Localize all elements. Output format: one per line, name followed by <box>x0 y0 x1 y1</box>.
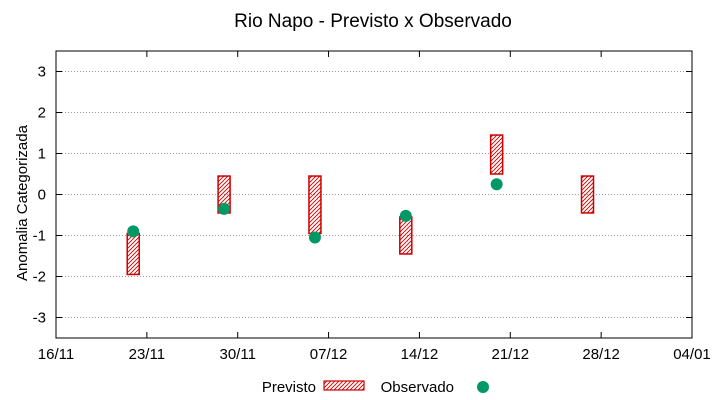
y-tick-label: -2 <box>33 269 46 286</box>
legend: Previsto Observado <box>262 379 489 396</box>
y-tick-label: 2 <box>38 105 46 122</box>
observed-point <box>490 178 503 191</box>
x-tick-label: 07/12 <box>310 346 348 363</box>
x-tick-label: 30/11 <box>219 346 255 363</box>
observed-point <box>399 209 412 222</box>
legend-swatch-previsto <box>323 380 365 391</box>
forecast-bar <box>580 175 595 214</box>
forecast-series <box>126 134 595 276</box>
x-tick-label: 28/12 <box>582 346 620 363</box>
x-tick-label: 14/12 <box>401 346 439 363</box>
x-tick-label: 21/12 <box>492 346 530 363</box>
y-tick-label: 3 <box>38 64 46 81</box>
x-tick-label: 23/11 <box>129 346 165 363</box>
y-tick-label: -1 <box>33 228 46 245</box>
legend-label-observado: Observado <box>381 379 454 396</box>
legend-label-previsto: Previsto <box>262 379 316 396</box>
x-tick-label: 04/01 <box>673 346 711 363</box>
chart-title: Rio Napo - Previsto x Observado <box>234 11 512 32</box>
observed-point <box>218 202 231 215</box>
forecast-bar <box>399 216 413 255</box>
x-axis: 16/11 23/11 30/11 07/12 14/12 21/12 28/12 04/01 <box>38 51 711 363</box>
x-tick-label: 16/11 <box>38 346 74 363</box>
forecast-bar <box>126 232 140 276</box>
observed-point <box>127 225 140 238</box>
observed-series <box>127 178 503 244</box>
y-axis: -3 -2 -1 0 1 2 3 <box>33 64 692 327</box>
forecast-bar <box>308 175 322 235</box>
grid-lines <box>56 71 692 318</box>
forecast-bar <box>489 134 504 175</box>
y-tick-label: -3 <box>33 310 46 327</box>
legend-marker-observado <box>477 381 489 393</box>
y-tick-label: 1 <box>38 146 46 163</box>
y-tick-label: 0 <box>38 187 46 204</box>
y-axis-label: Anomalia Categorizada <box>14 124 31 281</box>
observed-point <box>308 231 321 244</box>
